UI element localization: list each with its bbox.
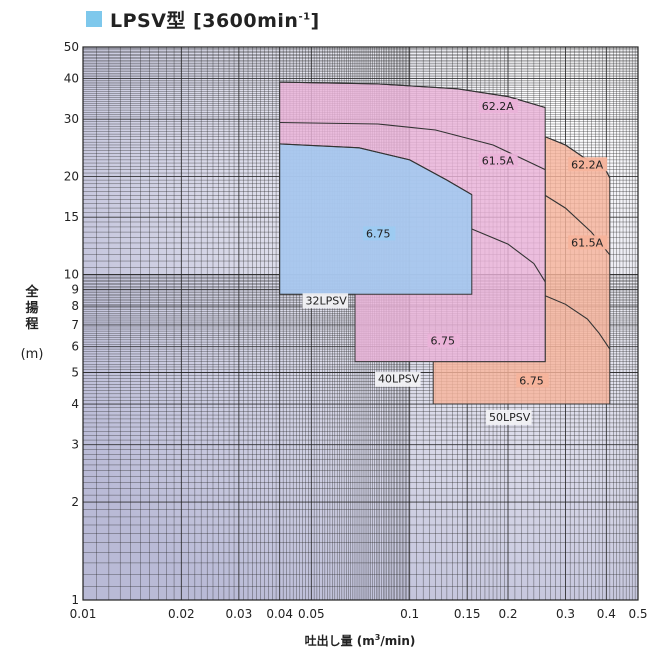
regions: 62.2A 61.5A 6.75 50LPSV 62.2A 61.5A 6.75 40LPSV… <box>279 81 611 425</box>
x-tick-label: 0.02 <box>168 607 195 621</box>
y-tick-label: 8 <box>71 299 79 313</box>
region-label-bg <box>375 371 421 387</box>
title-text: LPSV型 [3600min-1] <box>110 9 320 32</box>
curve-label-bg <box>568 235 608 250</box>
curve-40LPSV-6.75 <box>471 228 546 283</box>
y-tick-label: 4 <box>71 397 79 411</box>
region-label-40LPSV: 40LPSV <box>378 373 420 386</box>
curve-label-50LPSV-6.75: 6.75 <box>519 374 544 387</box>
curve-label-bg <box>478 99 518 114</box>
y-label-char-1: 全 <box>25 285 39 300</box>
region-label-bg <box>302 293 349 309</box>
y-tick-label: 2 <box>71 495 79 509</box>
y-label-char-2: 揚 <box>25 301 39 316</box>
x-tick-label: 0.3 <box>556 607 575 621</box>
curve-label-40LPSV-62.2A: 62.2A <box>482 100 514 113</box>
plot-frame <box>82 46 639 601</box>
x-tick-label: 0.03 <box>226 607 253 621</box>
tick-labels: 0.01 0.02 0.03 0.04 0.05 0.1 0.15 0.2 0.3 0.4 0.5 1… <box>64 40 648 621</box>
curve-label-50LPSV-62.2A: 62.2A <box>571 158 603 171</box>
x-tick-label: 0.1 <box>400 607 419 621</box>
curve-label-bg <box>478 153 518 168</box>
x-tick-label: 0.4 <box>597 607 616 621</box>
title-marker <box>86 11 102 27</box>
x-tick-label: 0.05 <box>298 607 325 621</box>
curve-label-bg <box>363 226 396 241</box>
y-axis-label: 全 揚 程 (m) <box>20 285 44 363</box>
curve-label-bg <box>516 373 549 388</box>
x-tick-label: 0.15 <box>454 607 481 621</box>
y-tick-label: 20 <box>64 170 79 184</box>
curve-32LPSV-6.75 <box>279 143 473 196</box>
y-label-char-3: 程 <box>25 317 39 332</box>
curve-label-50LPSV-61.5A: 61.5A <box>571 236 603 249</box>
y-tick-label: 15 <box>64 210 79 224</box>
x-tick-label: 0.5 <box>628 607 647 621</box>
curve-label-32LPSV-6.75: 6.75 <box>366 227 391 240</box>
y-tick-label: 6 <box>71 340 79 354</box>
y-tick-label: 9 <box>71 282 79 296</box>
y-tick-label: 3 <box>71 438 79 452</box>
x-tick-label: 0.04 <box>266 607 293 621</box>
curve-label-bg <box>568 157 608 172</box>
x-tick-label: 0.01 <box>70 607 97 621</box>
curve-label-bg <box>427 333 460 348</box>
y-tick-label: 50 <box>64 40 79 54</box>
x-tick-label: 0.2 <box>498 607 517 621</box>
curve-label-40LPSV-61.5A: 61.5A <box>482 154 514 167</box>
region-label-50LPSV: 50LPSV <box>489 411 531 424</box>
curve-label-40LPSV-6.75: 6.75 <box>430 334 455 347</box>
curve-40LPSV-61.5A <box>279 121 546 171</box>
region-label-bg <box>486 409 532 425</box>
region-label-32LPSV: 32LPSV <box>306 294 348 307</box>
region-32LPSV: 6.75 32LPSV <box>279 143 473 309</box>
y-tick-label: 10 <box>64 268 79 282</box>
y-tick-label: 7 <box>71 318 79 332</box>
curve-50LPSV-6.75 <box>544 295 611 350</box>
y-tick-label: 5 <box>71 365 79 379</box>
curve-40LPSV-62.2A <box>279 81 546 109</box>
y-tick-label: 30 <box>64 112 79 126</box>
y-tick-label: 1 <box>71 593 79 607</box>
chart-title: LPSV型 [3600min-1] <box>86 6 320 32</box>
y-label-unit: (m) <box>20 347 44 362</box>
y-tick-label: 40 <box>64 72 79 86</box>
x-axis-label: 吐出し量 (m3/min) <box>305 633 416 648</box>
